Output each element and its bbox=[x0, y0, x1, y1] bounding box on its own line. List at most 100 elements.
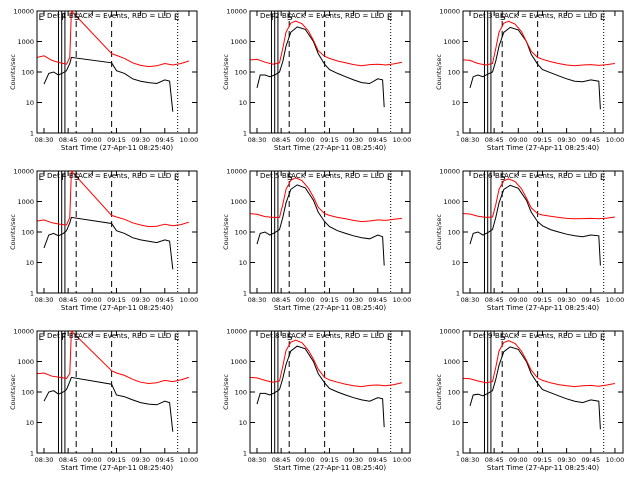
marker-label: E bbox=[600, 173, 606, 183]
y-tick-label: 10 bbox=[239, 419, 247, 427]
marker-label: E bbox=[387, 333, 393, 343]
x-tick-label: 08:45 bbox=[59, 456, 78, 464]
x-axis-label: Start Time (27-Apr-11 08:25:40) bbox=[61, 144, 173, 152]
events-series-line bbox=[43, 216, 174, 270]
x-tick-label: 09:45 bbox=[581, 296, 600, 304]
y-tick-label: 10 bbox=[26, 259, 34, 267]
panel-title: Det 2 BLACK = Events, RED = LLD bbox=[260, 11, 385, 20]
x-axis-label: Start Time (27-Apr-11 08:25:40) bbox=[274, 304, 386, 312]
x-tick-label: 08:30 bbox=[248, 456, 267, 464]
marker-label: E bbox=[174, 13, 180, 23]
y-tick-label: 1 bbox=[456, 450, 460, 458]
marker-label: E bbox=[387, 173, 393, 183]
y-axis-label: Counts/sec bbox=[435, 214, 443, 250]
y-axis-label: Counts/sec bbox=[435, 54, 443, 90]
y-tick-label: 10000 bbox=[226, 328, 247, 336]
y-tick-label: 10 bbox=[26, 99, 34, 107]
chart-panel: 1 10 100 1000 10000 08:30 08:45 09:00 09:15 09:30… bbox=[435, 328, 624, 473]
lld-series-line bbox=[463, 20, 615, 67]
x-axis-label: Start Time (27-Apr-11 08:25:40) bbox=[274, 144, 386, 152]
lld-series-line bbox=[37, 329, 190, 385]
chart-panel: 1 10 100 1000 10000 08:30 08:45 09:00 09:15 09:30… bbox=[222, 328, 411, 473]
x-tick-label: 09:15 bbox=[320, 456, 339, 464]
y-tick-label: 1 bbox=[30, 290, 34, 298]
x-tick-label: 10:00 bbox=[180, 136, 199, 144]
lld-series-line bbox=[37, 169, 190, 228]
x-tick-label: 10:00 bbox=[606, 136, 625, 144]
x-tick-label: 09:15 bbox=[107, 456, 126, 464]
x-tick-label: 10:00 bbox=[393, 296, 412, 304]
lld-series-line bbox=[250, 177, 402, 223]
y-tick-label: 10000 bbox=[13, 328, 34, 336]
x-tick-label: 09:30 bbox=[131, 296, 150, 304]
chart-panel: 1 10 100 1000 10000 08:30 08:45 09:00 09:15 09:30… bbox=[222, 168, 411, 313]
x-tick-label: 09:30 bbox=[344, 136, 363, 144]
x-tick-label: 09:00 bbox=[296, 136, 315, 144]
lld-series-line bbox=[463, 178, 615, 220]
y-tick-label: 1000 bbox=[230, 198, 247, 206]
x-tick-label: 08:30 bbox=[461, 136, 480, 144]
y-axis-label: Counts/sec bbox=[9, 54, 17, 90]
x-tick-label: 08:45 bbox=[272, 136, 291, 144]
x-tick-label: 09:30 bbox=[344, 296, 363, 304]
events-series-line bbox=[256, 345, 385, 428]
marker-label: E bbox=[387, 13, 393, 23]
y-axis-label: Counts/sec bbox=[435, 374, 443, 410]
x-axis-label: Start Time (27-Apr-11 08:25:40) bbox=[61, 464, 173, 472]
marker-label: F bbox=[271, 13, 276, 23]
x-tick-label: 08:45 bbox=[485, 136, 504, 144]
x-tick-label: 09:15 bbox=[533, 456, 552, 464]
marker-label: E bbox=[39, 13, 45, 23]
x-tick-label: 09:45 bbox=[368, 456, 387, 464]
y-tick-label: 1000 bbox=[17, 358, 34, 366]
y-tick-label: 1 bbox=[456, 290, 460, 298]
x-tick-label: 08:45 bbox=[59, 296, 78, 304]
y-axis-label: Counts/sec bbox=[222, 54, 230, 90]
y-tick-label: 100 bbox=[22, 69, 34, 77]
y-tick-label: 1 bbox=[243, 130, 247, 138]
x-axis-label: Start Time (27-Apr-11 08:25:40) bbox=[274, 464, 386, 472]
x-tick-label: 09:15 bbox=[320, 296, 339, 304]
y-tick-label: 1 bbox=[456, 130, 460, 138]
x-tick-label: 08:30 bbox=[248, 136, 267, 144]
y-tick-label: 10000 bbox=[226, 8, 247, 16]
x-tick-label: 10:00 bbox=[606, 296, 625, 304]
x-tick-label: 09:45 bbox=[368, 296, 387, 304]
x-tick-label: 09:30 bbox=[557, 136, 576, 144]
marker-label: E bbox=[600, 13, 606, 23]
x-tick-label: 09:00 bbox=[83, 296, 102, 304]
marker-label: S bbox=[74, 333, 80, 343]
y-tick-label: 100 bbox=[235, 69, 247, 77]
events-series-line bbox=[469, 26, 601, 110]
y-tick-label: 1000 bbox=[230, 358, 247, 366]
marker-label: F bbox=[61, 13, 66, 23]
x-tick-label: 09:00 bbox=[509, 456, 528, 464]
marker-label: S bbox=[287, 173, 293, 183]
marker-label: S bbox=[74, 173, 80, 183]
y-tick-label: 10 bbox=[452, 259, 460, 267]
chart-panel: 1 10 100 1000 10000 08:30 08:45 09:00 09:15 09:30… bbox=[9, 8, 198, 153]
x-tick-label: 08:30 bbox=[248, 296, 267, 304]
lld-series-line bbox=[463, 340, 615, 388]
x-tick-label: 08:30 bbox=[35, 296, 54, 304]
x-tick-label: 09:00 bbox=[296, 456, 315, 464]
x-tick-label: 09:30 bbox=[557, 296, 576, 304]
x-axis-label: Start Time (27-Apr-11 08:25:40) bbox=[487, 464, 599, 472]
chart-panel: 1 10 100 1000 10000 08:30 08:45 09:00 09:15 09:30… bbox=[9, 168, 198, 313]
plot-frame bbox=[36, 10, 198, 134]
marker-label: S bbox=[74, 13, 80, 23]
plot-frame bbox=[462, 10, 624, 134]
x-tick-label: 08:45 bbox=[272, 296, 291, 304]
x-tick-label: 10:00 bbox=[393, 456, 412, 464]
y-tick-label: 100 bbox=[235, 389, 247, 397]
x-tick-label: 09:00 bbox=[296, 296, 315, 304]
x-tick-label: 09:45 bbox=[581, 456, 600, 464]
x-tick-label: 08:45 bbox=[485, 296, 504, 304]
y-tick-label: 100 bbox=[448, 69, 460, 77]
y-tick-label: 10000 bbox=[439, 8, 460, 16]
x-tick-label: 09:00 bbox=[83, 456, 102, 464]
y-tick-label: 1 bbox=[243, 290, 247, 298]
chart-panel: 1 10 100 1000 10000 08:30 08:45 09:00 09:15 09:30… bbox=[222, 8, 411, 153]
x-tick-label: 09:45 bbox=[581, 136, 600, 144]
y-tick-label: 10000 bbox=[439, 328, 460, 336]
